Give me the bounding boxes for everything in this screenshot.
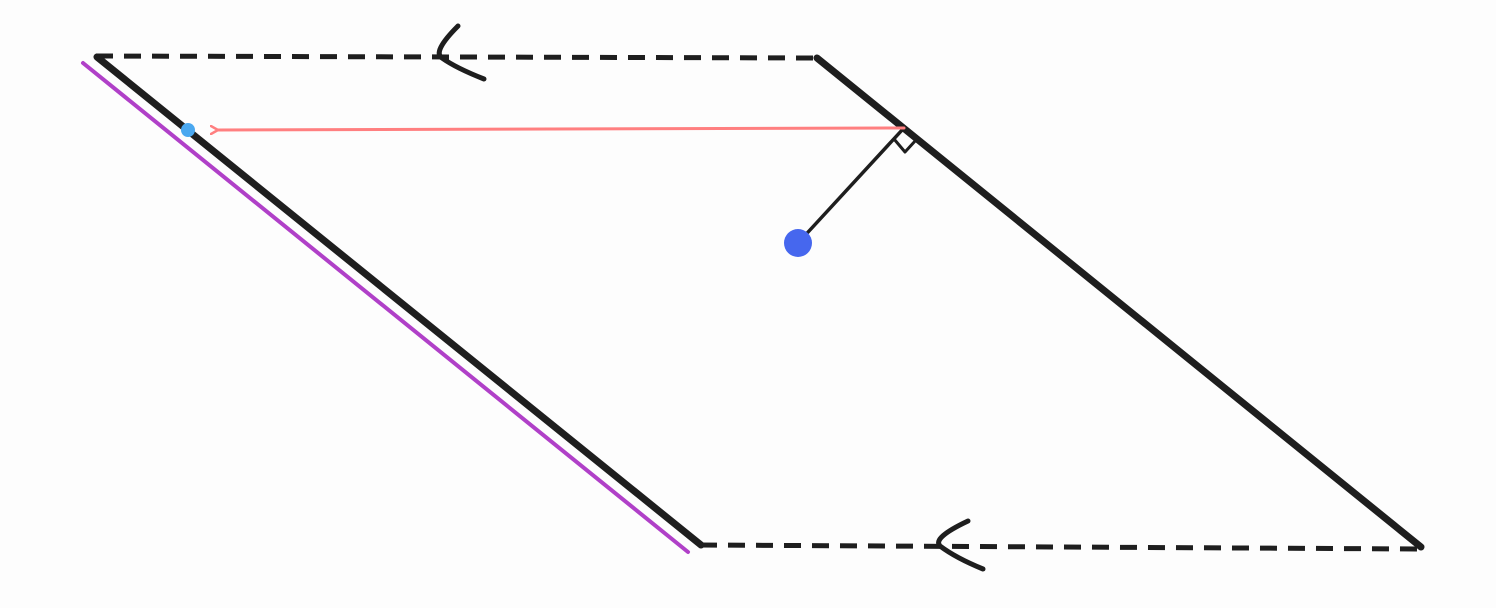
query-point-marker	[784, 229, 812, 257]
translation-arrow	[218, 128, 906, 130]
left-solid-edge	[93, 53, 705, 549]
top-edge-direction-chevron-icon	[436, 23, 487, 82]
top-dashed-edge	[95, 53, 819, 61]
right-solid-edge	[813, 54, 1425, 551]
mapped-point-marker	[181, 123, 195, 137]
bottom-dashed-edge	[699, 542, 1423, 552]
right-angle-marker	[892, 138, 918, 154]
bottom-edge-direction-chevron-icon	[936, 518, 986, 572]
perpendicular-segment	[796, 127, 905, 245]
offset-boundary-line	[81, 61, 690, 554]
